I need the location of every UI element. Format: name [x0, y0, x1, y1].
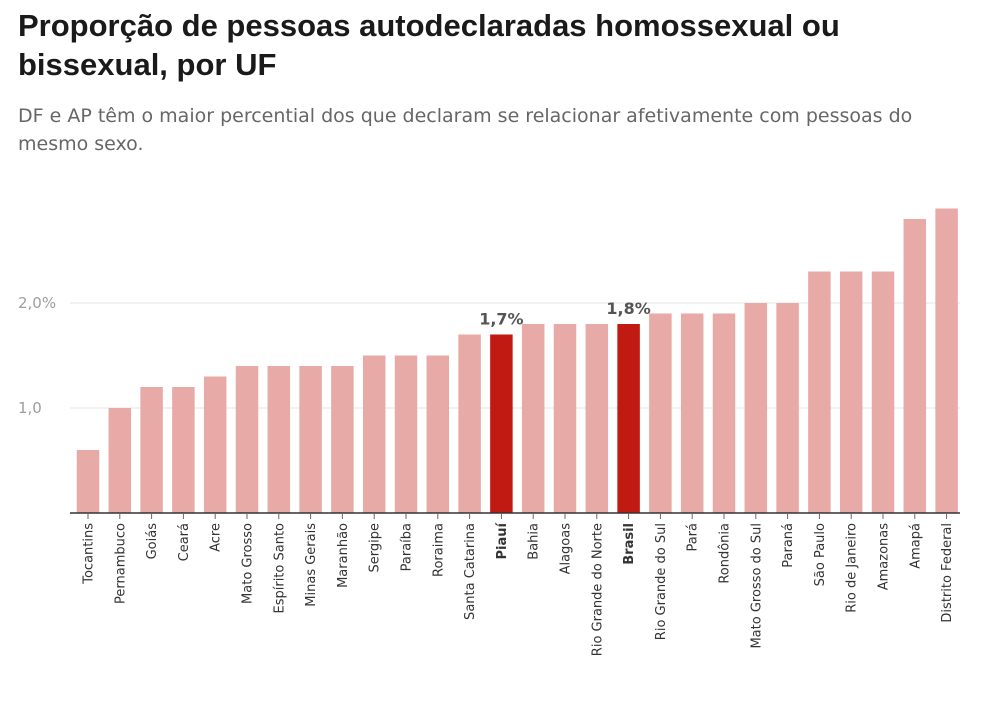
category-label-goias: Goiás	[145, 523, 160, 560]
category-label-mato-grosso-do-sul: Mato Grosso do Sul	[749, 523, 764, 649]
bar-goias	[140, 387, 163, 513]
bar-mato-grosso-do-sul	[744, 303, 768, 513]
bar-amazonas	[871, 271, 895, 513]
category-labels: Tocantins Pernambuco Goiás Ceará Acre Mato Gr…	[82, 513, 955, 656]
chart-subtitle: DF e AP têm o maior percential dos que d…	[18, 105, 913, 155]
bar-santa-catarina	[458, 334, 481, 513]
category-label-amapa: Amapá	[908, 523, 923, 569]
category-label-espirito-santo: Espírito Santo	[272, 523, 287, 614]
category-label-rondonia: Rondônia	[718, 523, 733, 584]
bar-piaui	[490, 334, 513, 513]
bar-ceara	[172, 387, 195, 513]
category-label-rio-de-janeiro: Rio de Janeiro	[845, 523, 860, 613]
category-label-pernambuco: Pernambuco	[113, 523, 128, 604]
category-label-brasil: Brasil	[622, 523, 637, 565]
category-label-paraiba: Paraíba	[400, 523, 415, 571]
category-label-piaui: Piauí	[495, 521, 510, 559]
bar-parana	[776, 303, 799, 513]
category-label-ceara: Ceará	[177, 523, 192, 561]
category-label-sao-paulo: São Paulo	[813, 523, 828, 586]
bar-paraiba	[394, 355, 418, 513]
bar-sao-paulo	[808, 271, 831, 513]
bar-alagoas	[553, 324, 577, 513]
category-label-roraima: Roraima	[431, 523, 446, 577]
bars	[76, 208, 958, 513]
category-label-rio-grande-do-sul: Rio Grande do Sul	[654, 523, 669, 640]
bar-bahia	[521, 324, 545, 513]
category-label-bahia: Bahia	[527, 523, 542, 560]
category-label-maranhao: Maranhão	[336, 523, 351, 588]
bar-rio-grande-do-sul	[649, 313, 672, 513]
bar-para	[680, 313, 704, 513]
category-label-alagoas: Alagoas	[559, 523, 574, 575]
data-label-brasil: 1,8%	[606, 299, 650, 318]
category-label-rio-grande-do-norte: Rio Grande do Norte	[590, 523, 605, 656]
bar-minas-gerais	[299, 366, 322, 513]
y-tick-label: 2,0%	[18, 294, 56, 312]
bar-distrito-federal	[935, 208, 958, 513]
bar-rondonia	[712, 313, 736, 513]
chart-title: Proporção de pessoas autodeclaradas homo…	[18, 8, 840, 82]
bar-tocantins	[76, 450, 100, 513]
category-label-mato-grosso: Mato Grosso	[241, 523, 256, 604]
category-label-tocantins: Tocantins	[82, 523, 97, 585]
data-label-piaui: 1,7%	[479, 310, 523, 329]
bar-acre	[203, 376, 227, 513]
bar-rio-grande-do-norte	[585, 324, 609, 513]
bar-pernambuco	[108, 408, 132, 513]
category-label-acre: Acre	[209, 523, 224, 552]
bar-espirito-santo	[267, 366, 291, 513]
category-label-parana: Paraná	[781, 523, 796, 568]
bar-rio-de-janeiro	[839, 271, 863, 513]
y-axis-ticks: 1,0 2,0%	[18, 294, 56, 417]
bar-mato-grosso	[235, 366, 259, 513]
category-label-amazonas: Amazonas	[877, 523, 892, 591]
data-labels: 1,7% 1,8%	[479, 299, 651, 329]
y-tick-label: 1,0	[18, 399, 42, 417]
category-label-para: Pará	[686, 523, 701, 552]
category-label-sergipe: Sergipe	[368, 523, 383, 572]
bar-maranhao	[331, 366, 354, 513]
bar-brasil	[617, 324, 640, 513]
bar-amapa	[903, 219, 927, 513]
category-label-santa-catarina: Santa Catarina	[463, 523, 478, 620]
bar-sergipe	[362, 355, 386, 513]
bar-roraima	[426, 355, 450, 513]
category-label-minas-gerais: Minas Gerais	[304, 523, 319, 607]
category-label-distrito-federal: Distrito Federal	[940, 523, 955, 623]
